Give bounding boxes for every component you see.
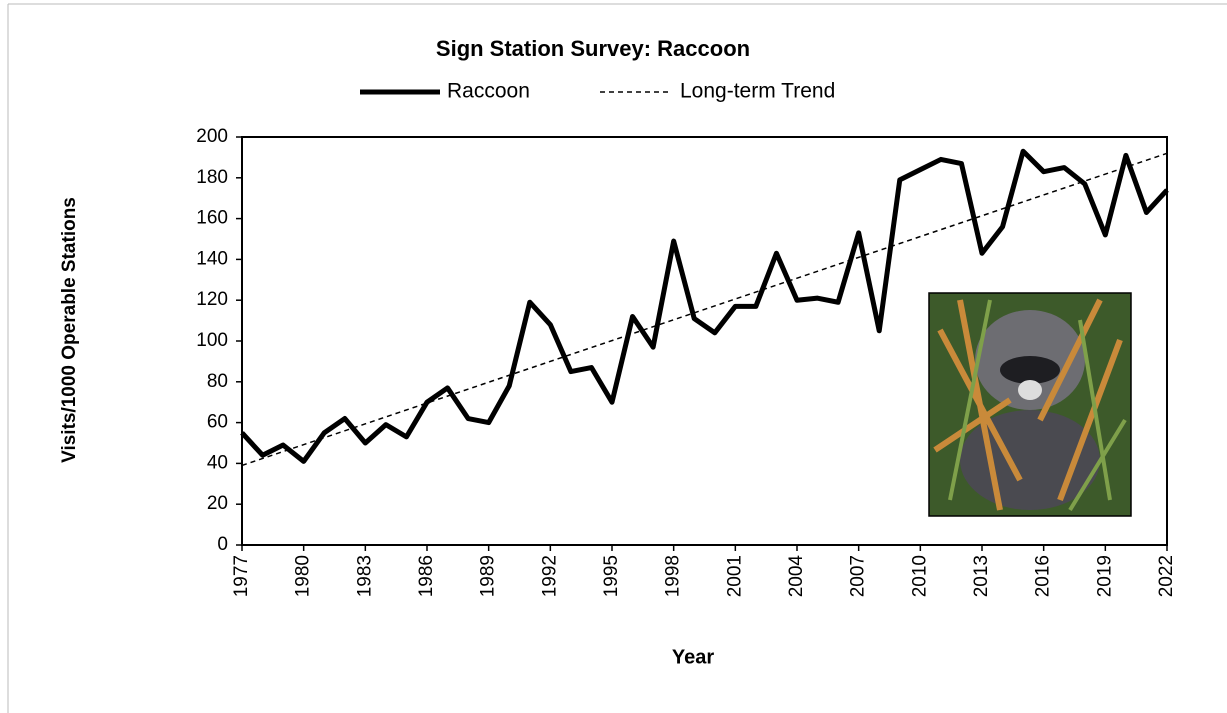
x-tick-label: 2010 — [909, 555, 930, 597]
raccoon-photo — [928, 292, 1132, 517]
y-tick-label: 200 — [196, 126, 228, 147]
data-line — [240, 148, 1169, 464]
y-tick-label: 140 — [196, 248, 228, 269]
x-tick-label: 2019 — [1094, 555, 1115, 597]
x-tick-label: 1980 — [293, 555, 314, 597]
x-tick-label: 2001 — [724, 555, 745, 597]
y-tick-label: 180 — [196, 167, 228, 188]
y-tick-label: 120 — [196, 289, 228, 310]
x-tick-label: 2016 — [1033, 555, 1054, 597]
x-axis-label: Year — [672, 646, 714, 668]
x-tick-label: 2004 — [786, 555, 807, 598]
y-tick-label: 20 — [207, 493, 228, 514]
x-tick-label: 1995 — [601, 555, 622, 597]
trend-line — [241, 152, 1168, 467]
y-tick-label: 100 — [196, 330, 228, 351]
x-tick-label: 1983 — [354, 555, 375, 597]
x-tick-label: 1998 — [663, 555, 684, 597]
y-tick-label: 0 — [217, 534, 228, 555]
y-tick-label: 40 — [207, 452, 228, 473]
legend-label: Raccoon — [447, 80, 530, 103]
chart-title: Sign Station Survey: Raccoon — [436, 36, 750, 61]
x-tick-label: 2007 — [848, 555, 869, 597]
x-tick-label: 2013 — [971, 555, 992, 597]
x-tick-label: 1989 — [478, 555, 499, 597]
y-axis-label: Visits/1000 Operable Stations — [59, 197, 80, 463]
x-tick-label: 1992 — [539, 555, 560, 597]
x-tick-label: 1977 — [231, 555, 252, 597]
y-tick-label: 160 — [196, 208, 228, 229]
legend-label: Long-term Trend — [680, 80, 835, 103]
x-tick-label: 1986 — [416, 555, 437, 597]
y-tick-label: 80 — [207, 371, 228, 392]
x-tick-label: 2022 — [1156, 555, 1177, 597]
y-tick-label: 60 — [207, 412, 228, 433]
